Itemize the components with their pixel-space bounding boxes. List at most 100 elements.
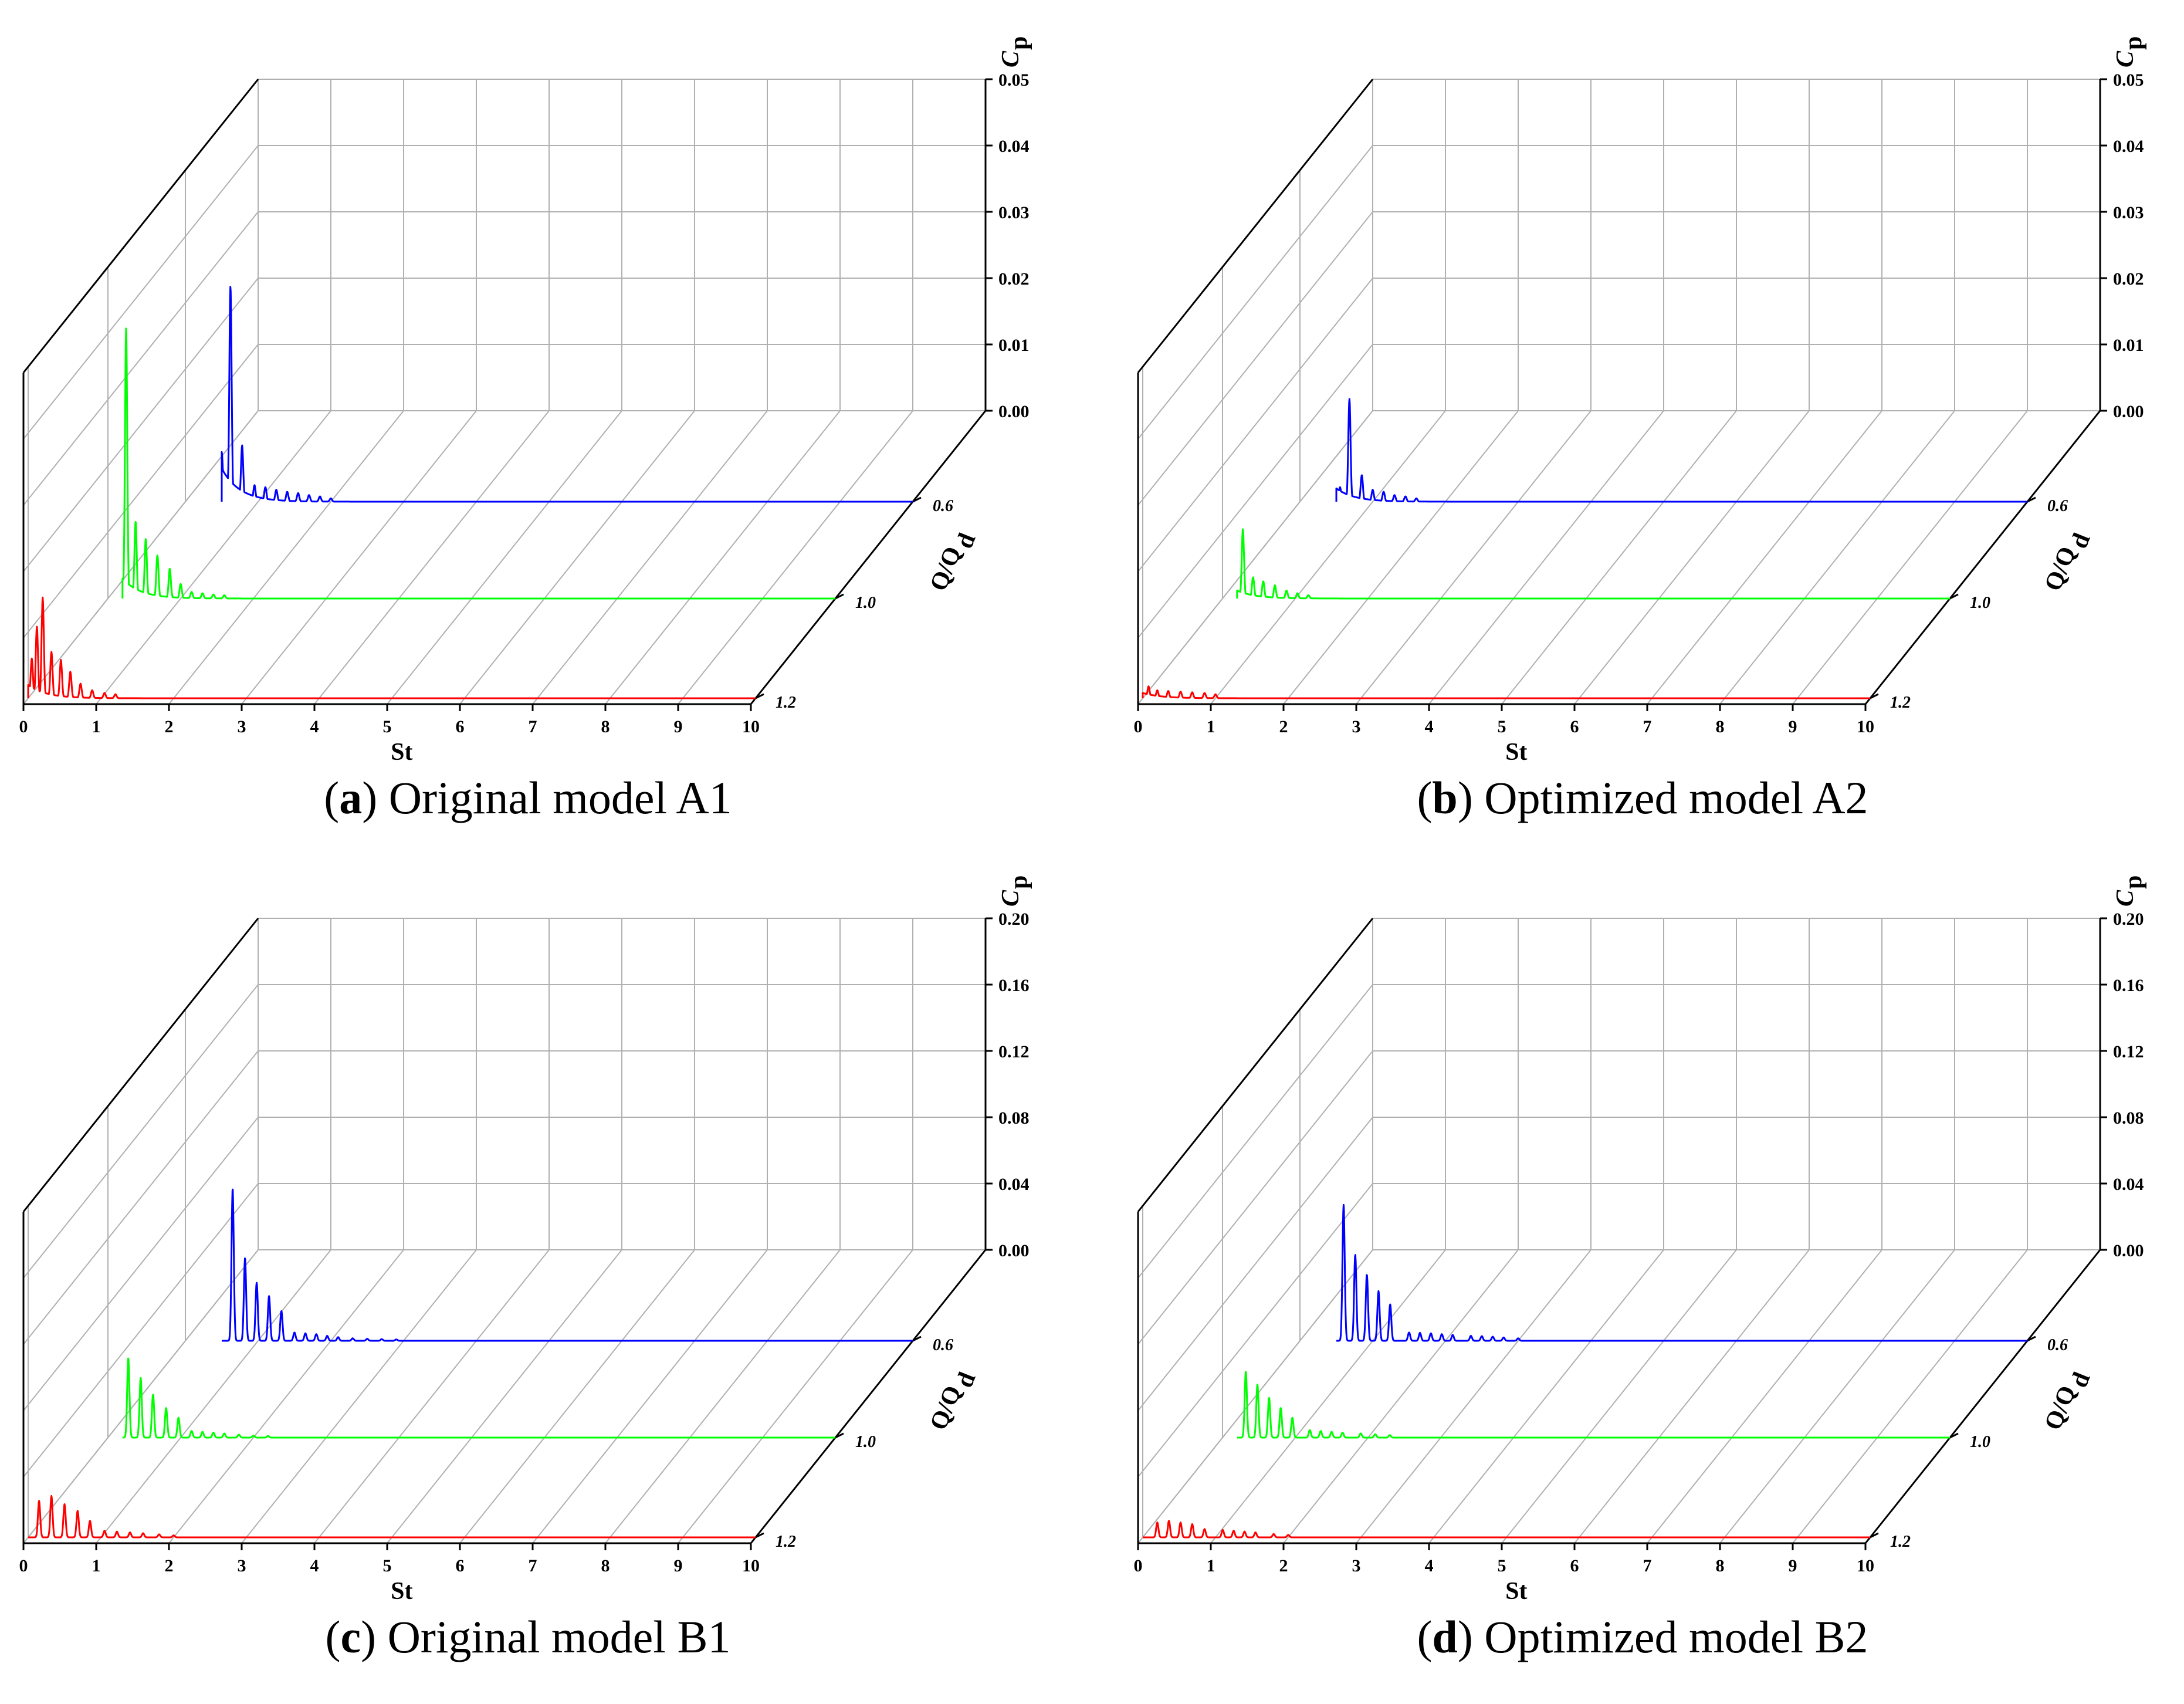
z-tick-label: 0.16 [2113,976,2144,995]
caption-letter-c: c [340,1611,361,1662]
z-tick-label: 0.12 [998,1042,1030,1061]
chart-a: 0 1 2 3 4 5 6 7 8 9 10 St 0.00 0.01 0.02 0.03 0.04 0.05 Cp… [19,36,1033,766]
caption-a: (a) Original model A1 [324,772,732,823]
y-tick-label: 1.2 [1890,694,1911,712]
floor-gridline [96,1249,331,1544]
left-wall-gridline [1137,211,1373,506]
y-tick-label: 0.6 [933,497,953,515]
z-axis-label-sub: p [2120,875,2147,889]
series-line-1-0 [121,327,836,600]
left-wall-gridline [1137,145,1373,439]
left-top-edge [22,79,259,373]
z-axis-label-main: C [2112,890,2139,907]
series-line-1-2 [1142,685,1871,699]
left-wall-gridline [1137,1249,1373,1544]
x-tick-label: 3 [1352,1556,1361,1575]
left-wall-gridline [1137,1117,1373,1411]
floor-gridline [1283,410,1519,705]
y-tick-label: 1.2 [1890,1533,1911,1551]
left-wall-gridline [23,344,259,638]
x-tick-label: 5 [1498,717,1506,736]
z-axis-label-main: C [997,890,1024,907]
z-axis-label: Cp [997,875,1032,907]
z-tick-label: 0.02 [998,269,1030,289]
floor-gridline [1719,1249,1955,1544]
floor-gridline [532,410,768,705]
x-axis-label: St [391,1578,412,1605]
y-axis-line [750,410,987,705]
floor-gridline [1210,410,1446,705]
floor-gridline [1647,1249,1882,1544]
x-tick-label: 2 [1279,717,1288,736]
x-axis-label: St [391,739,412,766]
x-tick-label: 4 [1425,1556,1434,1575]
caption-c: (c) Original model B1 [325,1611,731,1662]
floor-gridline [387,410,622,705]
z-tick-label: 0.08 [998,1108,1030,1128]
y-tick-label: 0.6 [2047,497,2068,515]
left-wall-gridline [23,1183,259,1478]
y-tick-mark [1949,593,1959,600]
floor-gridline [532,1249,768,1544]
series-line-1-2 [27,596,756,699]
z-tick-label: 0.00 [998,402,1030,421]
x-tick-label: 6 [456,717,465,736]
y-tick-label: 1.2 [776,1533,796,1551]
x-tick-label: 7 [1643,717,1652,736]
y-axis-line [750,1249,987,1544]
left-wall-gridline [23,278,259,572]
floor-gridline [314,410,550,705]
x-tick-label: 7 [1643,1556,1652,1575]
left-wall-gridline [23,1050,259,1345]
series-line-1-0 [121,1357,836,1439]
left-top-edge [1137,79,1374,373]
x-axis-label: St [1505,1578,1527,1605]
series-group [28,1188,913,1539]
x-axis-label: St [1505,739,1527,766]
z-tick-label: 0.00 [998,1241,1030,1260]
frame-group [1137,79,2101,705]
grid-group [23,918,986,1544]
series-group [1142,398,2028,699]
left-wall-gridline [23,1117,259,1411]
floor-gridline [1574,1249,1810,1544]
floor-gridline [241,410,477,705]
floor-gridline [1719,410,1955,705]
y-tick-mark [912,1336,922,1342]
x-tick-label: 5 [1498,1556,1506,1575]
z-tick-label: 0.04 [998,137,1030,156]
chart-d: 0 1 2 3 4 5 6 7 8 9 10 St 0.00 0.04 0.08 0.12 0.16 0.20 Cp… [1134,875,2148,1605]
grid-group [1137,79,2101,705]
y-tick-mark [2027,1336,2036,1342]
x-tick-label: 2 [165,717,174,736]
x-tick-label: 5 [383,717,392,736]
z-tick-label: 0.00 [2113,402,2144,421]
y-tick-label: 1.0 [1970,594,1990,612]
y-axis-label-main: Q/Q [2040,543,2082,595]
y-tick-mark [835,1432,844,1439]
left-top-edge [1137,918,1374,1212]
z-tick-label: 0.20 [998,910,1030,929]
x-tick-label: 0 [1134,1556,1143,1575]
floor-gridline [1428,410,1664,705]
labels-group: 0 1 2 3 4 5 6 7 8 9 10 St 0.00 0.04 0.08 0.12 0.16 0.20 Cp… [19,875,1033,1605]
series-line-1-2 [28,1495,756,1539]
floor-gridline [387,1249,622,1544]
left-wall-gridline [1137,1183,1373,1478]
x-tick-label: 9 [1789,1556,1797,1575]
z-axis-label-main: C [2112,50,2139,67]
y-axis-label: Q/Qd [925,1368,981,1434]
z-tick-label: 0.05 [2113,70,2144,90]
series-line-1-0 [1236,528,1951,600]
z-axis-label: Cp [997,36,1032,67]
caption-text-a: Original model A1 [388,772,732,823]
z-tick-label: 0.05 [998,70,1030,90]
z-tick-label: 0.04 [998,1175,1030,1194]
grid-group [1137,918,2101,1544]
series-line-1-0 [1236,1371,1951,1439]
y-tick-mark [1870,693,1879,699]
z-tick-label: 0.00 [2113,1241,2144,1260]
series-line-0-6 [221,286,913,503]
